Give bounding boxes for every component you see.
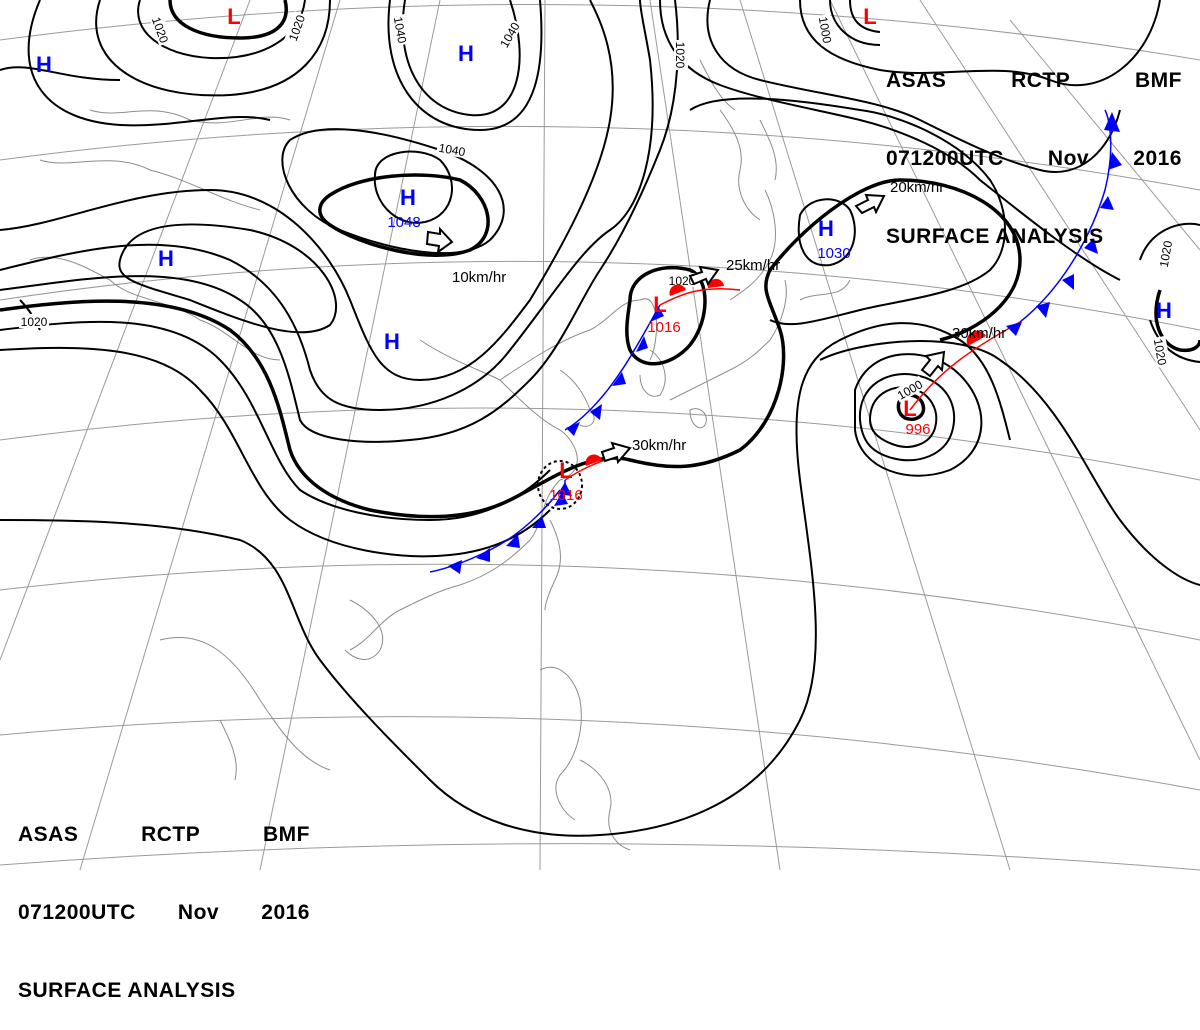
speed-label-25: 25km/hr — [726, 257, 780, 274]
center-pressure-value: 1030 — [817, 245, 850, 262]
isobar-label-bg — [436, 139, 469, 159]
footer-title: SURFACE ANALYSIS — [18, 979, 236, 1002]
isobar-label: 1040 — [391, 16, 409, 45]
footer-code: BMF — [263, 823, 310, 846]
footer-line-1: ASAS RCTP BMF — [18, 822, 310, 848]
header-line-3: SURFACE ANALYSIS — [886, 224, 1182, 250]
isobar-label: 1000 — [816, 16, 834, 45]
speed-label-30-south: 30km/hr — [632, 437, 686, 454]
isobar-label: 1020 — [21, 315, 48, 329]
arrow-30kmh-east — [920, 350, 946, 378]
isobar-label-bg — [391, 13, 411, 46]
footer-agency: ASAS — [18, 823, 79, 846]
isobar-label: 1020 — [673, 42, 687, 69]
low-pressure-symbol: L — [227, 4, 240, 29]
footer-station: RCTP — [141, 823, 201, 846]
low-pressure-symbol: L — [559, 458, 572, 483]
map-header-top-right: ASAS RCTP BMF 071200UTC Nov 2016 SURFACE… — [886, 16, 1182, 276]
warm-front-east — [909, 321, 1021, 411]
header-year: 2016 — [1133, 147, 1182, 170]
movement-labels: 10km/hr 20km/hr 25km/hr 30km/hr 30km/hr — [452, 179, 1006, 454]
map-header-bottom-left: ASAS RCTP BMF 071200UTC Nov 2016 SURFACE… — [18, 770, 310, 1030]
isobars — [0, 0, 1200, 837]
isobar-label-bg — [19, 314, 49, 328]
speed-label-10: 10km/hr — [452, 269, 506, 286]
footer-line-3: SURFACE ANALYSIS — [18, 978, 310, 1004]
isobar-label: 1020 — [669, 274, 696, 288]
high-pressure-symbol: H — [36, 52, 52, 77]
isobar-label-bg — [1151, 335, 1171, 368]
footer-month: Nov — [177, 901, 220, 924]
cold-front-south — [429, 489, 561, 573]
arrow-10kmh — [425, 226, 454, 255]
high-pressure-symbol: H — [158, 246, 174, 271]
header-title: SURFACE ANALYSIS — [886, 225, 1104, 248]
header-time: 071200UTC — [886, 147, 1004, 170]
isobar-label: 1020 — [1151, 338, 1169, 367]
footer-year: 2016 — [261, 901, 310, 924]
header-line-2: 071200UTC Nov 2016 — [886, 146, 1182, 172]
isobar-label-bg — [149, 13, 173, 47]
header-agency: ASAS — [886, 69, 947, 92]
low-pressure-symbol: L — [863, 4, 876, 29]
high-pressure-symbol: H — [384, 329, 400, 354]
arrow-30kmh-south — [600, 441, 632, 465]
speed-label-20: 20km/hr — [890, 179, 944, 196]
footer-time: 071200UTC — [18, 901, 136, 924]
center-pressure-value: 1016 — [549, 487, 582, 504]
center-pressure-value: 996 — [905, 421, 930, 438]
high-pressure-symbol: H — [458, 41, 474, 66]
footer-line-2: 071200UTC Nov 2016 — [18, 900, 310, 926]
isobar-label-bg — [893, 375, 926, 403]
high-pressure-symbol: H — [1156, 298, 1172, 323]
movement-arrows — [425, 193, 946, 465]
trough-dashed-circle — [537, 460, 583, 510]
low-pressure-symbol: L — [903, 396, 916, 421]
isobar-label-bg — [816, 13, 836, 46]
arrow-20kmh — [854, 193, 886, 215]
weather-map: 1020 1020 1040 1040104010201000102010201020… — [0, 0, 1200, 871]
speed-label-30-east: 30km/hr — [952, 325, 1006, 342]
isobar-label-bg — [284, 11, 308, 45]
header-code: BMF — [1135, 69, 1182, 92]
center-pressure-value: 1016 — [647, 319, 680, 336]
isobar-label: 1020 — [1157, 239, 1175, 268]
header-month: Nov — [1047, 147, 1090, 170]
isobar-label-bg — [674, 40, 688, 70]
header-station: RCTP — [1011, 69, 1071, 92]
isobar-label-bg — [1155, 237, 1175, 270]
isobar-label-bg — [495, 18, 523, 51]
isobars-bold — [0, 0, 1200, 519]
front-symbols — [448, 112, 1122, 574]
isobar-label: 1040 — [438, 141, 467, 159]
high-pressure-symbol: H — [818, 216, 834, 241]
longitude-lines — [0, 0, 1200, 871]
center-pressure-value: 1048 — [387, 214, 420, 231]
header-line-1: ASAS RCTP BMF — [886, 68, 1182, 94]
arrow-25kmh — [688, 265, 720, 287]
cold-front-north — [564, 304, 661, 431]
warm-front-north — [659, 287, 741, 306]
high-pressure-symbol: H — [400, 185, 416, 210]
low-pressure-symbol: L — [653, 292, 666, 317]
